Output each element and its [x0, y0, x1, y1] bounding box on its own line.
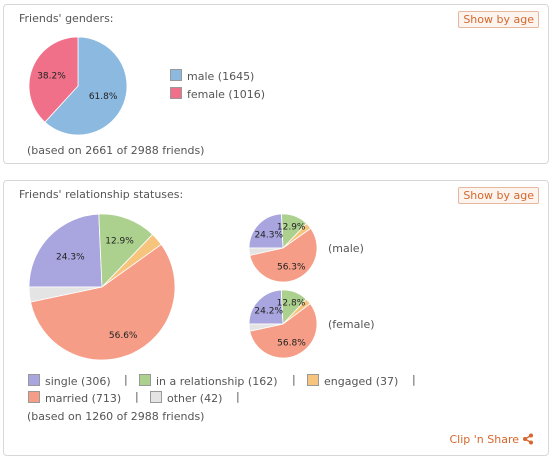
share-icon [523, 433, 533, 445]
legend-item-in-a-relationship: in a relationship (162) [139, 374, 278, 388]
pie-label-single: 24.2% [254, 306, 283, 316]
pie-slice-single [28, 213, 103, 288]
legend-swatch-single [28, 374, 40, 386]
pie-label-married: 56.3% [277, 263, 306, 273]
legend-swatch-engaged [307, 374, 319, 386]
legend-label-married: married (713) [45, 392, 122, 405]
pie-slice-other [248, 247, 284, 256]
pie-slice-married [249, 303, 318, 359]
legend-swatch-other [150, 391, 162, 403]
relationships-show-by-age-button[interactable]: Show by age [458, 187, 539, 204]
pie-slice-single [248, 289, 284, 325]
relationships-based-on-note: (based on 1260 of 2988 friends) [27, 410, 205, 423]
pie-slice-other [28, 286, 103, 303]
relationships-pie-chart: 24.3% 12.9% 56.6% [28, 213, 176, 361]
genders-title: Friends' genders: [19, 12, 114, 25]
pie-label-married: 56.6% [109, 331, 138, 341]
pie-label-single: 24.3% [254, 230, 283, 240]
legend-item-female: female (1016) [170, 87, 265, 101]
legend-separator: | [124, 373, 128, 386]
legend-label-other: other (42) [167, 392, 223, 405]
genders-pie-chart: 61.8% 38.2% [28, 36, 128, 136]
legend-item-engaged: engaged (37) [307, 374, 398, 388]
genders-based-on-note: (based on 2661 of 2988 friends) [27, 144, 205, 157]
pie-slice-female [28, 36, 79, 123]
legend-swatch-female [170, 87, 182, 99]
pie-slice-other [248, 323, 284, 332]
legend-swatch-male [170, 69, 182, 81]
pie-label-married: 56.8% [277, 339, 306, 349]
legend-item-single: single (306) [28, 374, 111, 388]
genders-panel: Friends' genders: Show by age 61.8% 38.2%… [3, 4, 549, 164]
male-relationships-pie-chart: 24.3%12.9% 56.3% [248, 213, 318, 283]
relationships-title: Friends' relationship statuses: [19, 188, 184, 201]
legend-separator: | [292, 373, 296, 386]
pie-label-male: 61.8% [89, 92, 118, 102]
legend-item-male: male (1645) [170, 69, 254, 83]
legend-item-other: other (42) [150, 391, 222, 405]
male-pie-caption: (male) [328, 242, 364, 255]
legend-label-engaged: engaged (37) [324, 375, 399, 388]
pie-label-female: 38.2% [37, 72, 66, 82]
legend-swatch-married [28, 391, 40, 403]
legend-swatch-in-a-relationship [139, 374, 151, 386]
pie-slice-male [44, 36, 128, 136]
legend-label-female: female (1016) [187, 88, 265, 101]
relationships-panel: Friends' relationship statuses: Show by … [3, 180, 549, 456]
pie-slice-married [30, 243, 176, 361]
clip-n-share-label: Clip 'n Share [449, 433, 519, 446]
legend-separator: | [412, 373, 416, 386]
legend-label-male: male (1645) [187, 70, 255, 83]
pie-label-single: 24.3% [56, 253, 85, 263]
pie-slice-married [249, 227, 318, 283]
genders-show-by-age-button[interactable]: Show by age [458, 11, 539, 28]
female-pie-caption: (female) [328, 318, 375, 331]
legend-label-in-a-relationship: in a relationship (162) [156, 375, 278, 388]
pie-label-in-a-relationship: 12.9% [277, 222, 306, 232]
legend-separator: | [236, 390, 240, 403]
pie-slice-in-a-relationship [98, 213, 154, 288]
pie-slice-single [248, 213, 284, 249]
female-relationships-pie-chart: 24.2%12.8% 56.8% [248, 289, 318, 359]
legend-label-single: single (306) [45, 375, 111, 388]
legend-separator: | [135, 390, 139, 403]
pie-label-in-a-relationship: 12.8% [277, 298, 306, 308]
pie-label-in-a-relationship: 12.9% [105, 237, 134, 247]
clip-n-share-link[interactable]: Clip 'n Share [449, 433, 534, 446]
legend-item-married: married (713) [28, 391, 121, 405]
